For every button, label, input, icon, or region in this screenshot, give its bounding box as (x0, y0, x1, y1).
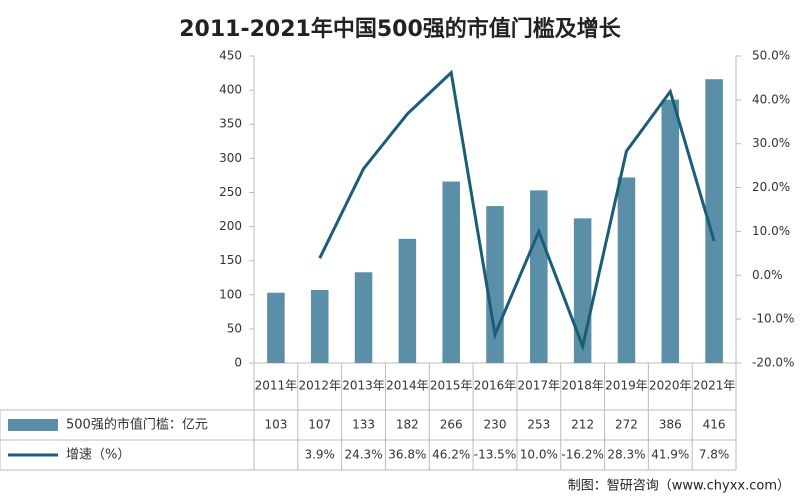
y2-tick-label: 30.0% (752, 136, 790, 150)
bar (442, 181, 460, 363)
table-value: 28.3% (607, 448, 645, 462)
table-value: -16.2% (561, 448, 603, 462)
y-tick-label: 150 (219, 253, 242, 267)
table-value: 230 (484, 418, 507, 432)
y2-tick-label: 20.0% (752, 180, 790, 194)
table-value: 24.3% (344, 448, 382, 462)
y-tick-label: 250 (219, 185, 242, 199)
line (318, 69, 716, 352)
bar (530, 190, 548, 363)
bar (617, 177, 636, 363)
y-tick-label: 200 (219, 219, 242, 233)
legend-label: 500强的市值门槛：亿元 (66, 417, 208, 433)
table-value: 266 (440, 418, 463, 432)
bar (661, 99, 680, 363)
table-value: 272 (615, 418, 638, 432)
table-value: 107 (308, 418, 331, 432)
y-tick-label: 350 (219, 117, 242, 131)
y-tick-label: 300 (219, 151, 242, 165)
y2-tick-label: -20.0% (752, 356, 794, 370)
source: 制图：智研咨询（www.chyxx.com） (568, 479, 790, 494)
x-tick-label: 2015年 (430, 379, 473, 393)
table-value: 182 (396, 418, 419, 432)
y2-tick-label: 50.0% (752, 49, 790, 63)
table-value: 36.8% (388, 448, 426, 462)
y2-tick-label: 0.0% (752, 268, 783, 282)
table-value: 10.0% (520, 448, 558, 462)
x-tick-label: 2014年 (386, 379, 429, 393)
bar (267, 292, 285, 363)
legend-label: 增速（%） (66, 448, 130, 463)
bar (310, 290, 329, 363)
table-value: 3.9% (304, 448, 335, 462)
table-value: 253 (527, 418, 550, 432)
table-value: 386 (659, 418, 682, 432)
y2-tick-label: 10.0% (752, 224, 790, 238)
x-tick-label: 2011年 (255, 379, 298, 393)
x-tick-label: 2017年 (518, 379, 561, 393)
y-tick-label: 450 (219, 49, 242, 63)
x-tick-label: 2013年 (342, 379, 385, 393)
y2-tick-label: 40.0% (752, 92, 790, 106)
table-value: 7.8% (699, 448, 730, 462)
table-value: -13.5% (474, 448, 516, 462)
y2-tick-label: -10.0% (752, 312, 794, 326)
legend-swatch (8, 419, 58, 431)
x-tick-label: 2019年 (605, 379, 648, 393)
y-tick-label: 400 (219, 83, 242, 97)
x-tick-label: 2018年 (561, 379, 604, 393)
bar (705, 79, 723, 363)
bar (486, 206, 504, 363)
chart-title: 2011-2021年中国500强的市值门槛及增长 (179, 16, 622, 42)
table-value: 416 (703, 418, 726, 432)
bar (354, 272, 373, 363)
x-tick-label: 2021年 (693, 379, 736, 393)
x-tick-label: 2016年 (474, 379, 517, 393)
table-value: 103 (264, 418, 287, 432)
x-tick-label: 2020年 (649, 379, 692, 393)
y-tick-label: 100 (219, 287, 242, 301)
bar (398, 238, 417, 363)
y-tick-label: 50 (227, 321, 242, 335)
table-value: 212 (571, 418, 594, 432)
x-tick-label: 2012年 (298, 379, 341, 393)
table-value: 133 (352, 418, 375, 432)
table-value: 41.9% (651, 448, 689, 462)
y-tick-label: 0 (234, 356, 242, 370)
table-value: 46.2% (432, 448, 470, 462)
